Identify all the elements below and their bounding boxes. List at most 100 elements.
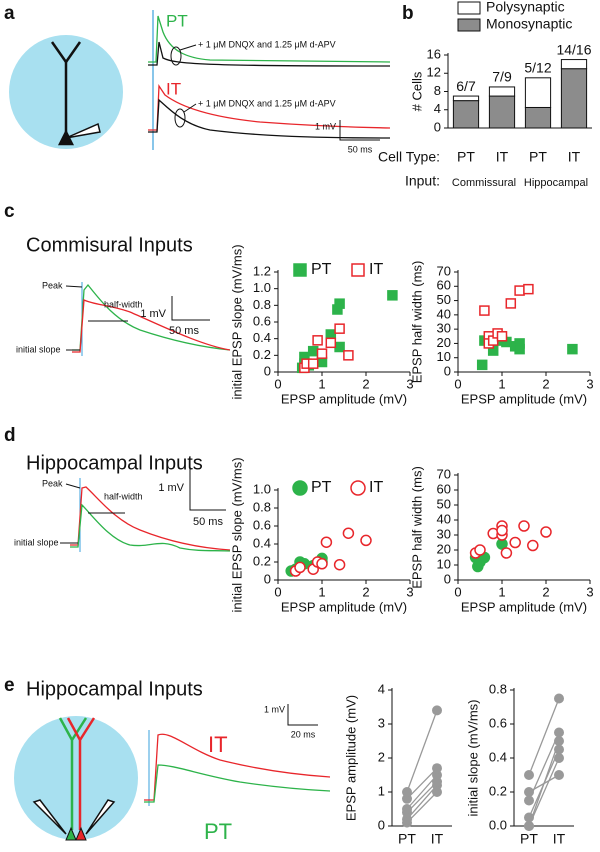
x-axis-label: EPSP amplitude (mV) xyxy=(281,391,407,406)
panel-label: b xyxy=(402,3,414,24)
point xyxy=(334,298,345,309)
point xyxy=(312,335,323,346)
neurons xyxy=(32,717,116,841)
x-tick-label: 1 xyxy=(498,584,505,599)
point xyxy=(500,547,513,559)
pair-line xyxy=(406,784,438,820)
y-tick-label: 0 xyxy=(264,571,271,586)
point xyxy=(514,343,525,355)
trace xyxy=(70,486,231,551)
y-axis-label: initial EPSP slope (mV/ms) xyxy=(229,457,244,612)
legend-label: Polysynaptic xyxy=(486,0,565,15)
y-axis-label: # Cells xyxy=(409,71,424,111)
x-tick-label: 0 xyxy=(454,376,461,391)
point xyxy=(514,285,525,296)
panel-title: Hippocampal Inputs xyxy=(26,678,203,700)
y-tick-label: 1.0 xyxy=(253,481,271,496)
trace xyxy=(148,98,391,139)
point xyxy=(509,536,521,549)
scale-label: 1 mV xyxy=(264,704,285,714)
x-tick-label: PT xyxy=(520,831,538,847)
x-tick-label: IT xyxy=(431,831,444,847)
x-axis-label: EPSP amplitude (mV) xyxy=(461,599,587,614)
point xyxy=(554,744,564,755)
y-tick-label: 0.4 xyxy=(489,749,507,764)
y-tick-label: 1.2 xyxy=(253,263,271,278)
trace-label: PT xyxy=(204,819,232,844)
point xyxy=(527,539,539,552)
annotation: Peak xyxy=(42,280,63,290)
bar-segment xyxy=(560,59,588,70)
x-tick-label: 0 xyxy=(274,376,281,391)
point xyxy=(567,343,578,355)
bar-segment xyxy=(488,86,516,97)
trace-label: IT xyxy=(166,79,181,98)
legend-marker xyxy=(293,263,307,277)
scale-label: 20 ms xyxy=(291,729,316,739)
bar-segment xyxy=(560,68,588,129)
y-tick-label: 2 xyxy=(378,749,385,764)
panel-label: c xyxy=(4,201,15,222)
point xyxy=(524,770,534,780)
trace-label: PT xyxy=(166,11,188,30)
trace xyxy=(148,41,391,67)
bar-segment xyxy=(524,106,552,129)
point xyxy=(387,290,398,301)
x-tick-label: 0 xyxy=(274,584,281,599)
pair-line xyxy=(406,710,438,793)
y-tick-label: 30 xyxy=(437,321,451,336)
y-axis-label: initial EPSP slope (mV/ms) xyxy=(229,244,244,399)
bar-segment xyxy=(452,100,480,129)
x-tick-label: 2 xyxy=(362,584,369,599)
x-tick-label: 3 xyxy=(406,376,413,391)
point xyxy=(402,804,412,814)
point xyxy=(476,359,488,371)
scale-bar xyxy=(339,120,380,141)
x-tick-label: PT xyxy=(529,149,547,165)
point xyxy=(524,795,534,806)
pair-line xyxy=(528,698,560,776)
x-tick-label: IT xyxy=(568,149,581,165)
x-axis-label: EPSP amplitude (mV) xyxy=(461,391,587,406)
x-tick-label: 3 xyxy=(406,584,413,599)
x-tick-label: 2 xyxy=(542,376,549,391)
y-tick-label: 60 xyxy=(437,481,451,496)
y-axis-label: EPSP half width (ms) xyxy=(409,466,424,589)
point xyxy=(294,561,306,574)
group-label: Commissural xyxy=(452,177,516,189)
pointer xyxy=(65,483,81,489)
legend-swatch xyxy=(457,1,481,15)
y-tick-label: 12 xyxy=(427,65,441,80)
point xyxy=(432,763,442,774)
point xyxy=(360,534,372,547)
bar-segment xyxy=(488,95,516,129)
y-tick-label: 8 xyxy=(434,83,441,98)
scale-label: 1 mV xyxy=(315,121,336,131)
bar-label: 5/12 xyxy=(524,60,551,76)
trace xyxy=(148,15,391,63)
point xyxy=(320,536,333,548)
x-tick-label: PT xyxy=(398,831,416,847)
point xyxy=(334,323,345,334)
point xyxy=(402,787,412,797)
scale-bar xyxy=(189,468,226,511)
y-tick-label: 70 xyxy=(437,466,451,481)
point xyxy=(524,812,534,823)
x-tick-label: 1 xyxy=(498,376,505,391)
trace xyxy=(72,299,231,353)
x-tick-label: 1 xyxy=(318,584,325,599)
point xyxy=(496,524,508,537)
point xyxy=(342,527,355,539)
y-tick-label: 70 xyxy=(437,263,451,278)
x-tick-label: PT xyxy=(457,149,475,165)
point xyxy=(432,705,442,716)
y-tick-label: 0.4 xyxy=(253,535,271,550)
y-tick-label: 60 xyxy=(437,278,451,293)
trace xyxy=(148,83,391,131)
annotation: half-width xyxy=(104,491,143,501)
scale-bar xyxy=(287,704,318,726)
group-label: Hippocampal xyxy=(524,177,588,189)
pointer xyxy=(179,44,197,51)
y-tick-label: 30 xyxy=(437,526,451,541)
